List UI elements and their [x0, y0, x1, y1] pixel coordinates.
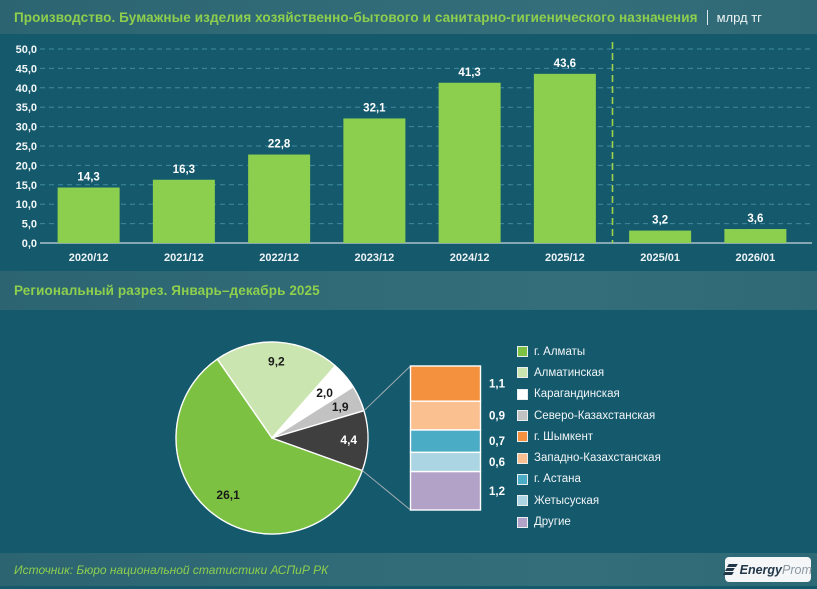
bar-value-label: 16,3 — [173, 164, 195, 176]
breakout-segment — [409, 400, 482, 431]
y-axis-tick-label: 35,0 — [16, 102, 37, 114]
legend-swatch — [517, 495, 528, 507]
y-axis-tick-label: 45,0 — [16, 63, 37, 75]
bar — [152, 179, 215, 243]
page-title-unit: млрд тг — [706, 9, 762, 25]
legend-swatch — [517, 367, 528, 379]
bar — [533, 73, 596, 243]
pie-slice-label: 9,2 — [268, 354, 285, 368]
bar-value-label: 3,2 — [652, 215, 668, 227]
x-axis-category-label: 2024/12 — [450, 252, 490, 264]
legend-swatch — [517, 346, 528, 358]
legend-label: г. Астана — [534, 473, 581, 486]
legend-item: Северо-Казахстанская — [517, 405, 661, 426]
legend-label: Жетысуская — [534, 494, 600, 507]
pie-slice-label: 2,0 — [316, 386, 333, 400]
y-axis-tick-label: 10,0 — [16, 199, 37, 211]
y-axis-tick-label: 40,0 — [16, 83, 37, 95]
legend-label: Карагандинская — [534, 388, 620, 401]
energyprom-logo-icon — [723, 564, 738, 575]
header-bar: Производство. Бумажные изделия хозяйстве… — [0, 0, 817, 34]
breakout-segment-label: 0,9 — [489, 411, 505, 423]
legend-swatch — [517, 452, 528, 464]
breakout-segment-label: 0,7 — [489, 436, 505, 448]
y-axis-tick-label: 25,0 — [16, 141, 37, 153]
breakout-segment-label: 1,1 — [489, 379, 506, 391]
bar-value-label: 14,3 — [77, 172, 99, 184]
breakout-segment — [409, 365, 482, 402]
bar — [248, 154, 311, 243]
energyprom-logo: EnergyProm — [723, 557, 812, 582]
legend-item: Карагандинская — [517, 384, 661, 405]
bar — [57, 187, 120, 243]
y-axis-tick-label: 0,0 — [22, 238, 37, 250]
legend-label: Северо-Казахстанская — [534, 409, 656, 422]
bar-value-label: 3,6 — [747, 213, 763, 225]
section-title: Региональный разрез. Январь–декабрь 2025 — [14, 283, 320, 298]
pie-slice — [216, 341, 337, 439]
breakout-segment — [409, 451, 482, 473]
x-axis-category-label: 2023/12 — [354, 252, 394, 264]
legend-item: Жетысуская — [517, 490, 661, 511]
bar — [629, 230, 692, 243]
y-axis-tick-label: 15,0 — [16, 180, 37, 192]
y-axis-tick-label: 30,0 — [16, 122, 37, 134]
legend-item: г. Шымкент — [517, 426, 661, 447]
legend-item: Другие — [517, 511, 661, 532]
y-axis-tick-label: 5,0 — [22, 219, 37, 231]
pie-chart: 26,1 9,2 2,01,9 4,4 1,1 0,9 0,7 0,6 1,2 — [175, 341, 506, 535]
bar — [438, 82, 501, 243]
pie-slice — [175, 358, 364, 535]
legend-label: г. Алматы — [534, 345, 586, 358]
x-axis-category-label: 2021/12 — [164, 252, 204, 264]
bar-value-label: 43,6 — [554, 58, 576, 70]
legend-item: Алматинская — [517, 362, 661, 383]
legend-label: Западно-Казахстанская — [534, 452, 661, 465]
footer-bar: Источник: Бюро национальной статистики А… — [0, 553, 817, 586]
x-axis-category-label: 2022/12 — [259, 252, 299, 264]
pie-slice-label: 4,4 — [340, 433, 357, 447]
pie-slice — [271, 409, 369, 472]
logo-text-bold: EnergyProm — [739, 562, 812, 577]
legend-swatch — [517, 516, 528, 528]
legend-swatch — [517, 388, 528, 400]
legend-item: г. Астана — [517, 469, 661, 490]
breakout-leader-line — [362, 470, 411, 511]
pie-slice-label: 26,1 — [216, 488, 240, 502]
legend-label: г. Шымкент — [534, 430, 594, 443]
breakout-segment-label: 0,6 — [489, 457, 505, 469]
x-axis-category-label: 2026/01 — [735, 252, 775, 264]
x-axis-category-label: 2020/12 — [69, 252, 109, 264]
breakout-segment — [409, 429, 482, 454]
page-title: Производство. Бумажные изделия хозяйстве… — [14, 9, 698, 25]
pie-slice-label: 1,9 — [332, 400, 349, 414]
breakout-segment — [409, 470, 482, 511]
legend-item: г. Алматы — [517, 341, 661, 362]
bar-chart: 0,0 5,0 10,0 15,0 20,0 25,0 30,0 35,0 40,0 45,0 50… — [16, 42, 812, 264]
pie-legend: г. Алматы Алматинская Карагандинская Северо… — [517, 341, 661, 533]
legend-swatch — [517, 473, 528, 485]
bar-value-label: 32,1 — [363, 102, 386, 114]
bar-value-label: 22,8 — [268, 139, 291, 151]
section-header-bar: Региональный разрез. Январь–декабрь 2025 — [0, 271, 817, 310]
bar — [343, 118, 406, 243]
legend-item: Западно-Казахстанская — [517, 447, 661, 468]
legend-label: Алматинская — [534, 366, 605, 379]
x-axis-category-label: 2025/12 — [545, 252, 585, 264]
y-axis-tick-label: 50,0 — [16, 44, 37, 56]
bar — [724, 229, 787, 243]
legend-swatch — [517, 410, 528, 422]
source-note: Источник: Бюро национальной статистики А… — [14, 562, 329, 577]
x-axis-category-label: 2025/01 — [640, 252, 680, 264]
breakout-segment-label: 1,2 — [489, 486, 505, 498]
bar-value-label: 41,3 — [458, 67, 480, 79]
legend-swatch — [517, 431, 528, 443]
y-axis-tick-label: 20,0 — [16, 160, 37, 172]
legend-label: Другие — [534, 516, 571, 529]
breakout-leader-line — [363, 365, 411, 412]
